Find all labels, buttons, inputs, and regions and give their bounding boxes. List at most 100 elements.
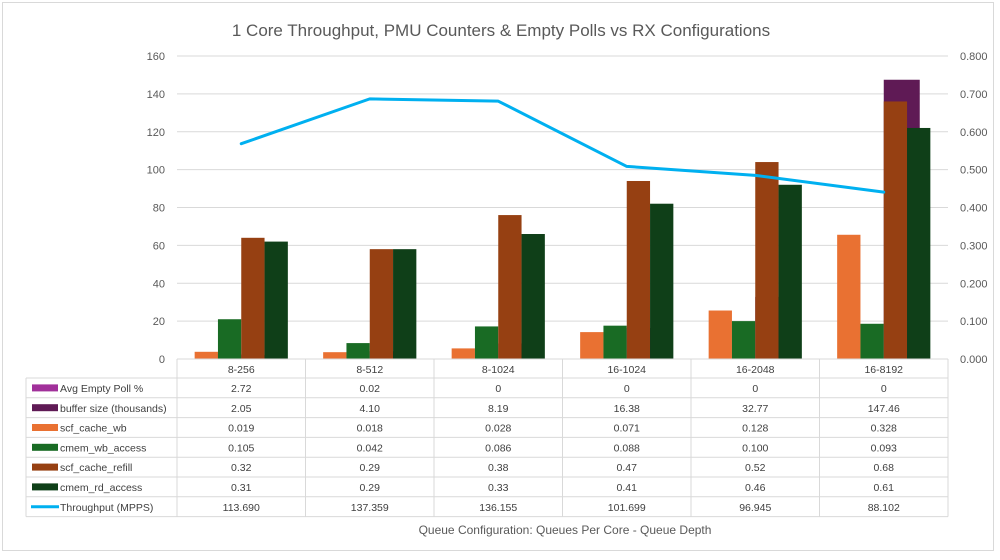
y2-tick-label: 0.400 (960, 203, 988, 215)
x-tick-label: 16-1024 (607, 364, 646, 376)
bar-cmem-rd-access (650, 204, 673, 359)
legend-key-swatch (32, 483, 58, 490)
legend-label: Throughput (MPPS) (60, 502, 153, 514)
y-tick-label: 160 (147, 51, 165, 63)
y2-tick-label: 0.500 (960, 165, 988, 177)
legend-key-swatch (32, 404, 58, 411)
table-cell: 0.47 (617, 462, 638, 474)
table-cell: 0.100 (742, 442, 768, 454)
table-cell: 16.38 (614, 403, 640, 415)
y2-tick-label: 0.200 (960, 278, 988, 290)
y2-tick-label: 0.300 (960, 240, 988, 252)
table-cell: 101.699 (608, 502, 646, 514)
table-cell: 8.19 (488, 403, 509, 415)
legend-key-swatch (32, 464, 58, 471)
table-cell: 0.68 (874, 462, 895, 474)
table-cell: 147.46 (868, 403, 900, 415)
bar-cmem-rd-access (779, 185, 802, 359)
x-tick-label: 16-2048 (736, 364, 775, 376)
table-cell: 0.128 (742, 423, 768, 435)
bar-scf-cache-refill (755, 162, 778, 359)
bar-scf-cache-refill (498, 215, 521, 359)
table-cell: 32.77 (742, 403, 768, 415)
y-tick-label: 80 (153, 203, 165, 215)
bar-cmem-wb-access (475, 326, 498, 359)
table-cell: 0.028 (485, 423, 511, 435)
chart: 1 Core Throughput, PMU Counters & Empty … (3, 3, 1000, 560)
table-cell: 0.071 (614, 423, 640, 435)
bar-scf-cache-refill (370, 249, 393, 359)
legend-key-swatch (32, 444, 58, 451)
table-cell: 0.29 (360, 462, 381, 474)
table-cell: 0.32 (231, 462, 252, 474)
bar-cmem-rd-access (522, 234, 545, 359)
bar-cmem-wb-access (732, 321, 755, 359)
bar-cmem-wb-access (346, 343, 369, 359)
y-tick-label: 140 (147, 89, 165, 101)
legend-label: scf_cache_refill (60, 462, 132, 474)
y-tick-label: 100 (147, 165, 165, 177)
table-cell: 0.31 (231, 482, 252, 494)
x-tick-label: 16-8192 (864, 364, 903, 376)
table-cell: 137.359 (351, 502, 389, 514)
legend-key-swatch (32, 424, 58, 431)
table-cell: 4.10 (360, 403, 381, 415)
table-cell: 2.72 (231, 383, 252, 395)
table-cell: 2.05 (231, 403, 252, 415)
table-cell: 0 (881, 383, 887, 395)
y-tick-label: 0 (159, 354, 165, 366)
table-cell: 88.102 (868, 502, 900, 514)
y2-tick-label: 0.800 (960, 51, 988, 63)
table-cell: 0.33 (488, 482, 509, 494)
table-cell: 0.61 (874, 482, 895, 494)
table-cell: 0.105 (228, 442, 254, 454)
bar-cmem-wb-access (218, 319, 241, 359)
bar-scf-cache-wb (837, 235, 860, 359)
y2-tick-label: 0.600 (960, 127, 988, 139)
bar-scf-cache-refill (627, 181, 650, 359)
x-axis-title: Queue Configuration: Queues Per Core - Q… (419, 523, 712, 537)
y-tick-label: 120 (147, 127, 165, 139)
bar-scf-cache-refill (884, 101, 907, 359)
table-cell: 0 (495, 383, 501, 395)
y2-tick-label: 0.000 (960, 354, 988, 366)
table-cell: 0.46 (745, 482, 766, 494)
bar-cmem-wb-access (603, 326, 626, 359)
x-tick-label: 8-512 (356, 364, 383, 376)
throughput-line (241, 99, 884, 192)
table-cell: 96.945 (739, 502, 771, 514)
bar-cmem-rd-access (393, 249, 416, 359)
table-cell: 113.690 (223, 502, 260, 514)
gridlines (177, 56, 948, 321)
legend-key-swatch (32, 384, 58, 391)
table-cell: 0 (752, 383, 758, 395)
y-tick-label: 20 (153, 316, 165, 328)
x-tick-label: 8-1024 (482, 364, 515, 376)
bar-cmem-wb-access (860, 324, 883, 359)
table-cell: 0.41 (617, 482, 638, 494)
bar-scf-cache-wb (709, 311, 732, 359)
bar-cmem-rd-access (265, 242, 288, 359)
bar-scf-cache-refill (241, 238, 264, 359)
chart-frame: 1 Core Throughput, PMU Counters & Empty … (2, 2, 994, 551)
legend-label: Avg Empty Poll % (60, 383, 143, 395)
line-throughput-mpps (241, 99, 884, 192)
bar-scf-cache-wb (452, 348, 475, 359)
y-tick-label: 40 (153, 278, 165, 290)
legend-label: cmem_wb_access (60, 442, 146, 454)
chart-title: 1 Core Throughput, PMU Counters & Empty … (232, 21, 770, 40)
table-cell: 0.086 (485, 442, 511, 454)
legend-label: buffer size (thousands) (60, 403, 167, 415)
bar-scf-cache-wb (323, 352, 346, 359)
table-cell: 0.088 (614, 442, 640, 454)
table-cell: 0.52 (745, 462, 766, 474)
bar-scf-cache-wb (195, 352, 218, 359)
bar-cmem-rd-access (907, 128, 930, 359)
bar-scf-cache-wb (580, 332, 603, 359)
legend-label: cmem_rd_access (60, 482, 142, 494)
y-axis-secondary: 0.0000.1000.2000.3000.4000.5000.6000.700… (960, 51, 988, 366)
table-cell: 0.328 (871, 423, 897, 435)
legend-label: scf_cache_wb (60, 423, 127, 435)
